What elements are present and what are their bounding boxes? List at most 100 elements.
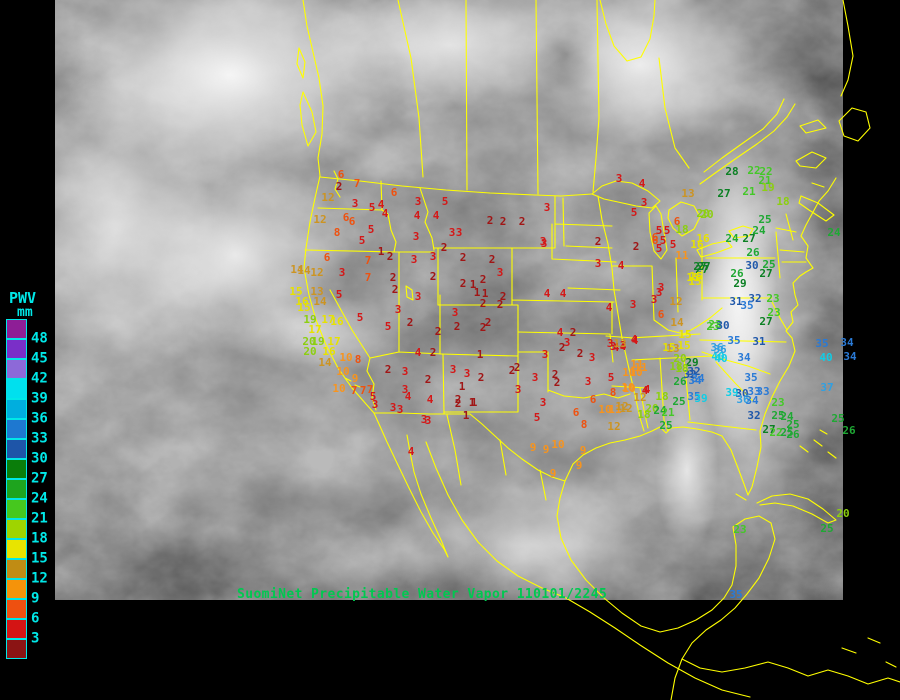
station-value: 40 [711,349,725,363]
station-value: 14 [297,263,311,277]
station-value: 9 [529,440,537,454]
station-value: 18 [776,194,790,208]
station-value: 32 [747,408,761,422]
station-value: 1 [462,408,470,422]
station-value: 6 [342,210,350,224]
station-value: 8 [609,385,617,399]
station-value: 7 [353,176,361,190]
station-value: 4 [619,339,627,353]
station-value: 2 [434,324,442,338]
station-value: 1 [470,395,478,409]
station-value: 35 [744,370,758,384]
station-value: 18 [637,407,651,421]
station-value: 27 [697,259,711,273]
rockies-state-borders-path [433,195,617,413]
station-value: 11 [634,360,648,374]
station-value: 4 [638,176,646,190]
station-value: 24 [725,231,739,245]
station-value: 23 [733,522,747,536]
station-value: 25 [820,521,834,535]
station-value: 24 [653,403,667,417]
station-value: 2 [488,252,496,266]
station-value: 4 [404,389,412,403]
station-value: 6 [323,250,331,264]
station-value: 35 [815,336,829,350]
legend-box [6,519,27,539]
station-value: 3 [531,370,539,384]
station-value: 26 [673,374,687,388]
station-value: 7 [364,270,372,284]
station-value: 18 [655,389,669,403]
station-value: 2 [558,340,566,354]
mexico-west-coast-path [425,441,751,698]
station-value: 17 [308,322,322,336]
station-value: 39 [725,385,739,399]
station-value: 2 [513,360,521,374]
station-value: 23 [766,291,780,305]
station-value: 6 [673,214,681,228]
station-value: 2 [406,315,414,329]
station-value: 3 [657,280,665,294]
station-value: 36 [710,340,724,354]
station-value: 2 [479,272,487,286]
station-value: 6 [390,185,398,199]
station-value: 27 [693,259,707,273]
station-value: 10 [339,350,353,364]
station-value: 2 [424,372,432,386]
station-value: 1 [469,277,477,291]
station-value: 12 [619,401,633,415]
station-value: 21 [742,184,756,198]
station-value: 6 [337,167,345,181]
station-value: 25 [758,212,772,226]
station-value: 32 [683,367,697,381]
station-value: 25 [786,417,800,431]
station-value: 14 [318,355,332,369]
legend-label: 9 [31,590,40,607]
station-value: 29 [733,276,747,290]
station-value: 3 [640,195,648,209]
station-value: 2 [459,276,467,290]
canada-province-borders-path [397,0,690,195]
station-value: 5 [655,223,663,237]
station-value: 4 [617,258,625,272]
station-value: 2 [499,289,507,303]
legend-box [6,499,27,519]
maritimes-path [795,0,871,222]
station-value: 3 [609,339,617,353]
station-value: 2 [496,297,504,311]
legend-box [6,639,27,659]
station-value: 33 [756,384,770,398]
station-value: 3 [449,362,457,376]
west-state-borders-path [304,180,445,415]
station-value: 29 [685,355,699,369]
station-value: 3 [650,292,658,306]
station-value: 15 [678,327,692,341]
station-value: 4 [556,325,564,339]
station-value: 30 [735,386,749,400]
station-value: 3 [619,338,627,352]
station-value: 21 [661,405,675,419]
station-value: 1 [458,379,466,393]
station-value: 13 [666,341,680,355]
station-value: 3 [584,374,592,388]
station-value: 5 [663,223,671,237]
station-value: 10 [629,365,643,379]
station-value: 10 [336,364,350,378]
station-value: 2 [389,270,397,284]
station-value: 34 [691,371,705,385]
station-value: 3 [414,289,422,303]
gulf-of-mexico-south-path [556,480,737,633]
station-value: 33 [747,384,761,398]
station-value: 3 [396,402,404,416]
station-value: 5 [358,233,366,247]
station-value: 6 [651,230,659,244]
station-value: 11 [675,248,689,262]
yucatan-path [670,515,776,700]
station-value: 13 [613,336,627,350]
station-value: 23 [767,305,781,319]
station-value: 30 [745,258,759,272]
station-value: 3 [338,265,346,279]
station-value: 3 [424,413,432,427]
station-value: 4 [432,208,440,222]
product-title: SuomiNet Precipitable Water Vapor 110101… [237,587,608,602]
